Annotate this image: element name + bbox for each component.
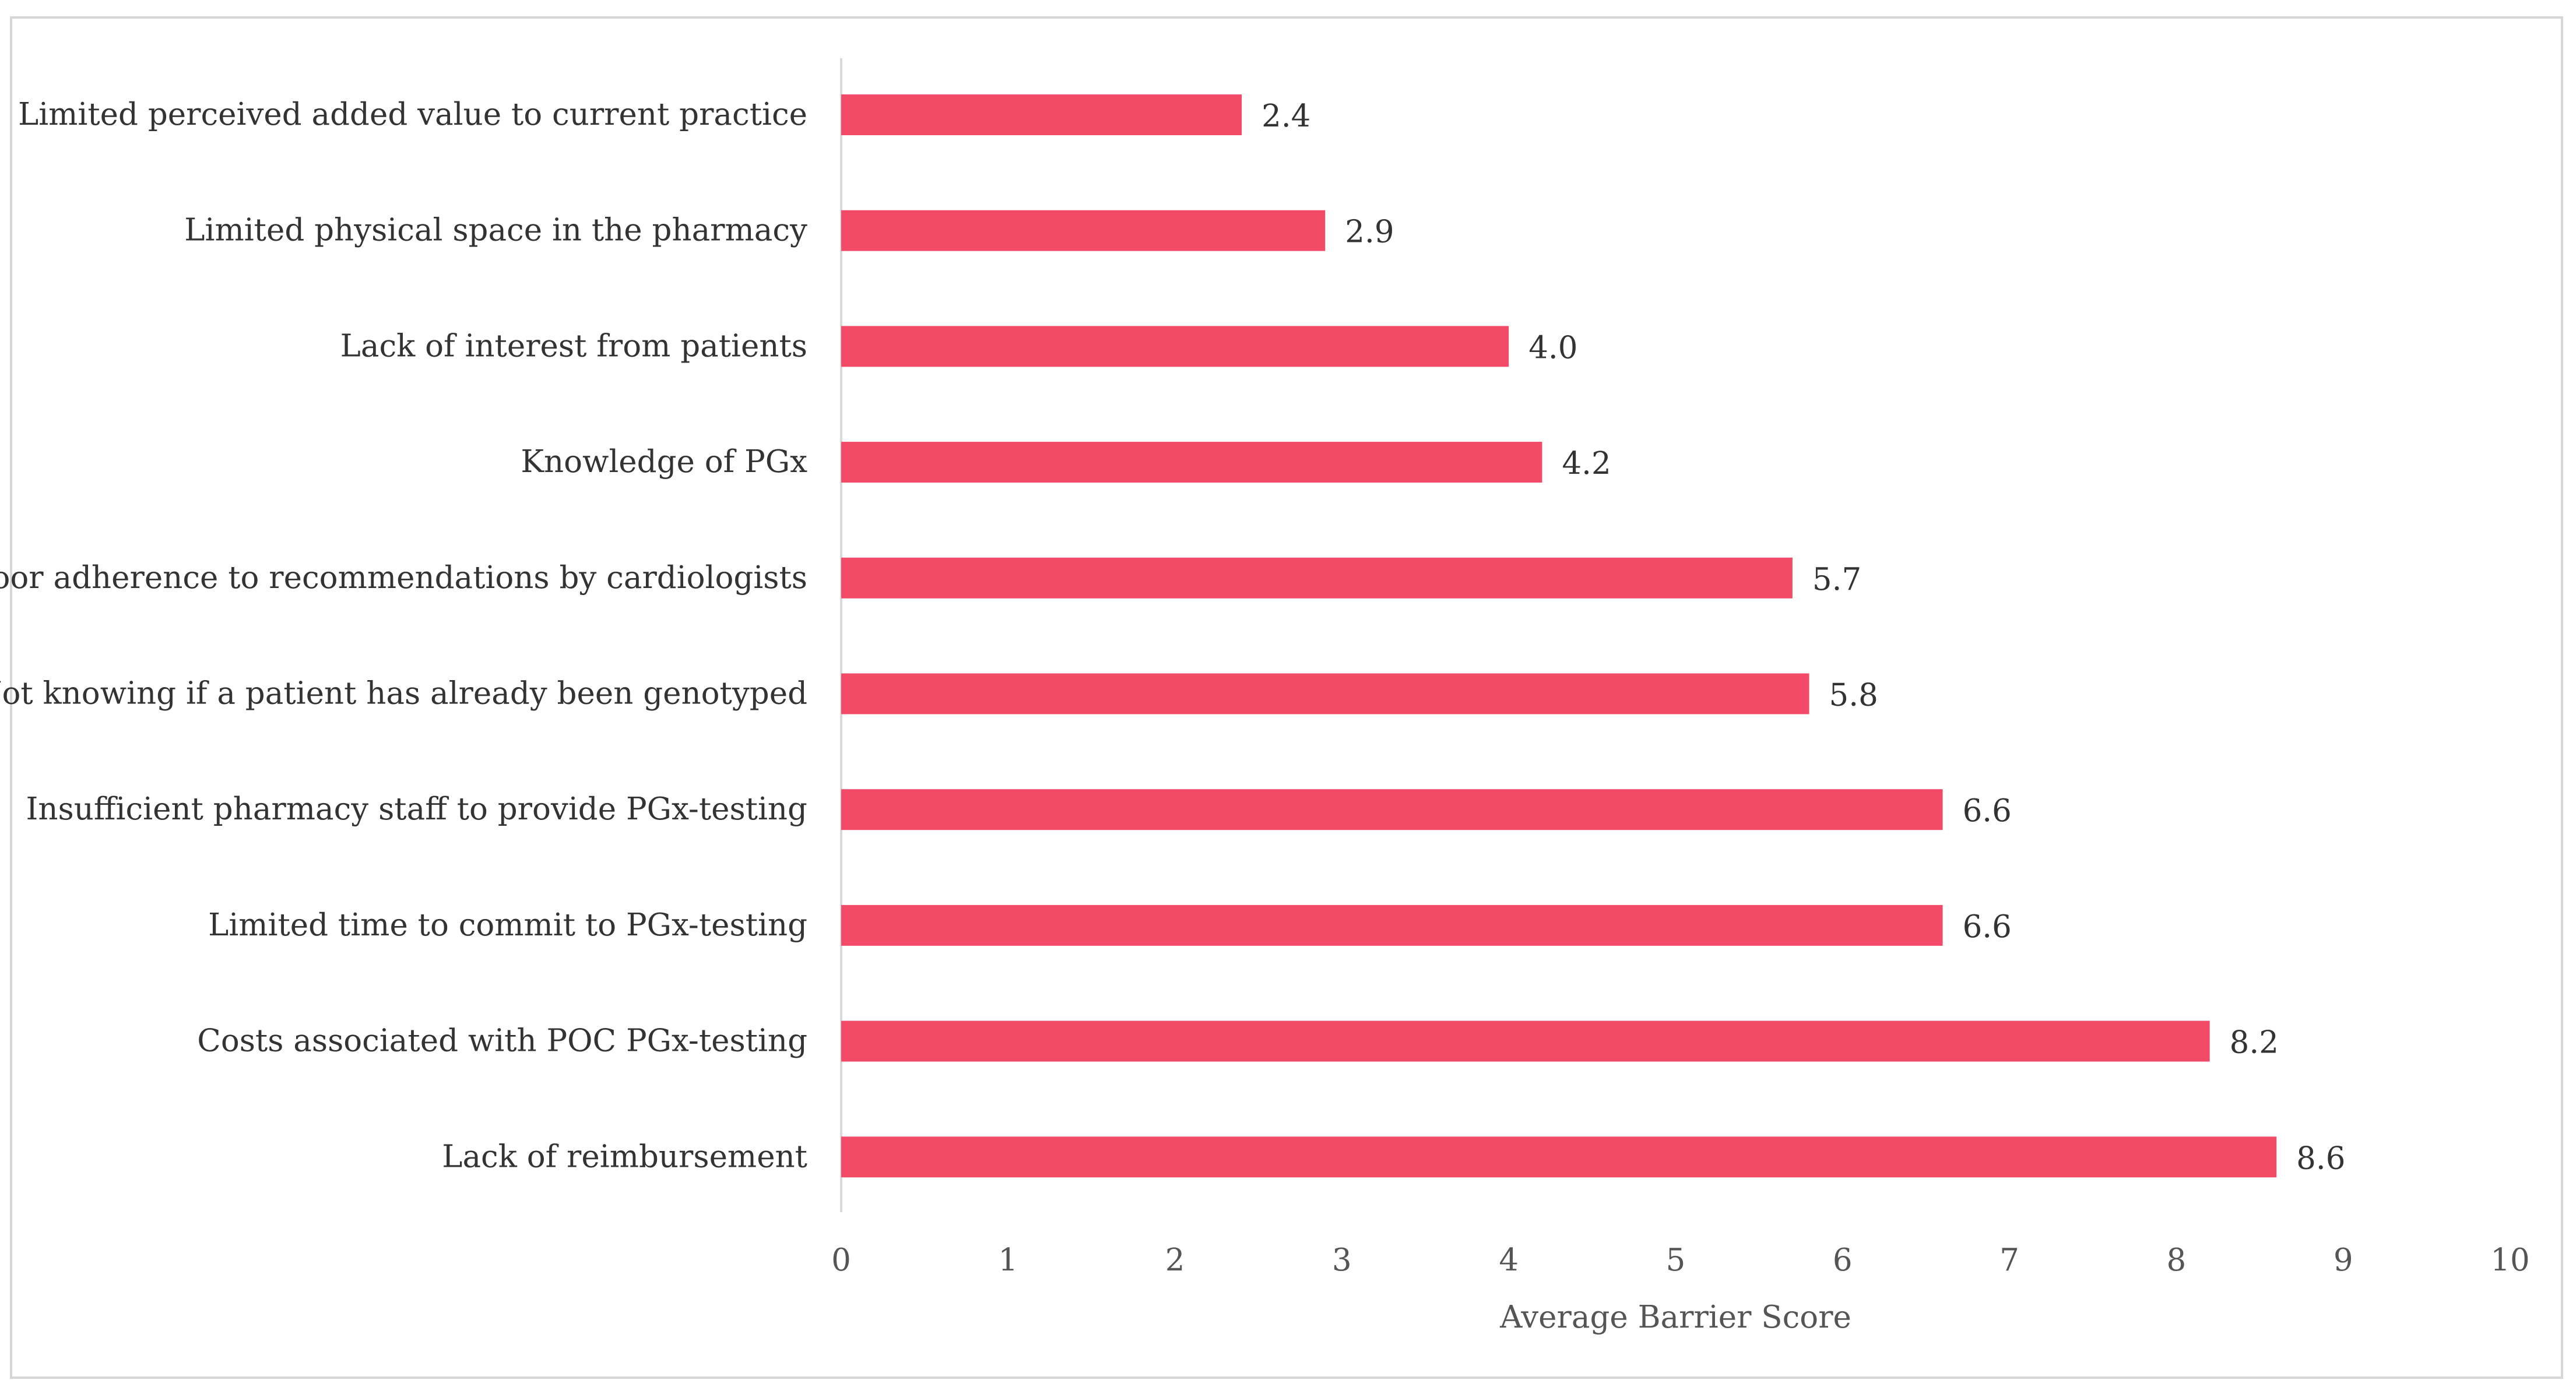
category-label: Lack of interest from patients — [340, 328, 807, 364]
category-label: Knowledge of PGx — [521, 444, 807, 480]
x-tick-label: 1 — [998, 1242, 1018, 1278]
value-labels-group: 2.4 2.9 4.0 4.2 5.7 5.8 6.6 6.6 8.2 8.6 — [1261, 98, 2345, 1176]
x-axis-title: Average Barrier Score — [1499, 1300, 1851, 1335]
x-tick-label: 9 — [2333, 1242, 2353, 1278]
category-label: Not knowing if a patient has already bee… — [0, 676, 807, 712]
category-label: Insufficient pharmacy staff to provide P… — [26, 791, 807, 827]
bar — [841, 210, 1326, 251]
data-label: 5.8 — [1829, 678, 1878, 713]
category-label: Lack of reimbursement — [442, 1139, 807, 1174]
x-tick-labels-group: 0 1 2 3 4 5 6 7 8 9 10 — [831, 1242, 2530, 1278]
bar — [841, 673, 1809, 714]
category-label: Limited physical space in the pharmacy — [184, 213, 807, 248]
data-label: 5.7 — [1812, 562, 1861, 597]
category-label: Poor adherence to recommendations by car… — [0, 560, 807, 596]
bar — [841, 326, 1509, 367]
bar — [841, 557, 1793, 599]
bar — [841, 94, 1242, 135]
data-label: 8.2 — [2230, 1025, 2279, 1061]
data-label: 4.0 — [1528, 330, 1577, 365]
category-labels-group: Limited perceived added value to current… — [0, 97, 807, 1174]
data-label: 2.9 — [1345, 214, 1394, 250]
bar — [841, 1136, 2277, 1178]
category-label: Limited time to commit to PGx-testing — [208, 907, 807, 943]
category-label: Limited perceived added value to current… — [18, 97, 807, 132]
x-tick-label: 4 — [1499, 1242, 1519, 1278]
bar — [841, 442, 1542, 483]
bar — [841, 1020, 2210, 1062]
category-label: Costs associated with POC PGx-testing — [197, 1023, 807, 1059]
x-tick-label: 5 — [1666, 1242, 1686, 1278]
data-label: 6.6 — [1963, 793, 2012, 829]
bar — [841, 789, 1943, 830]
x-tick-label: 10 — [2490, 1242, 2529, 1278]
bars-group — [841, 94, 2277, 1178]
data-label: 4.2 — [1562, 446, 1611, 481]
x-tick-label: 0 — [831, 1242, 851, 1278]
x-tick-label: 6 — [1833, 1242, 1853, 1278]
x-tick-label: 7 — [1999, 1242, 2019, 1278]
data-label: 6.6 — [1963, 909, 2012, 945]
data-label: 2.4 — [1261, 98, 1310, 134]
x-tick-label: 2 — [1165, 1242, 1185, 1278]
x-tick-label: 3 — [1332, 1242, 1352, 1278]
x-tick-label: 8 — [2167, 1242, 2187, 1278]
bar — [841, 904, 1943, 946]
data-label: 8.6 — [2296, 1140, 2345, 1176]
